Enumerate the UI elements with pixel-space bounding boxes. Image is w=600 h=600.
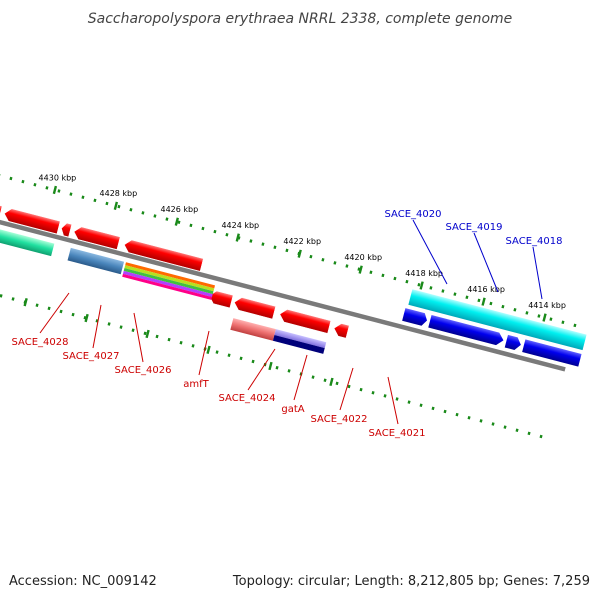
feature-band-salmon xyxy=(230,318,276,341)
major-tick xyxy=(174,217,179,226)
gene-label-sace-4026[interactable]: SACE_4026 xyxy=(115,365,172,376)
gene-arrow-sace-4019[interactable] xyxy=(428,314,505,347)
feature-band-cyan[interactable] xyxy=(408,289,587,351)
forward-strand xyxy=(402,289,587,367)
gene-arrow-sace-4028[interactable] xyxy=(0,195,3,220)
tick-label: 4424 kbp xyxy=(221,221,259,230)
gene-arrow-sace-4024[interactable] xyxy=(123,238,204,272)
genome-strip: 4430 kbp 4428 kbp 4426 kbp 4424 kbp 4422… xyxy=(0,173,587,440)
gene-label-sace-4019[interactable]: SACE_4019 xyxy=(446,222,503,233)
gene-label-sace-4024[interactable]: SACE_4024 xyxy=(219,393,276,404)
tick-label: 4414 kbp xyxy=(528,301,566,310)
inner-ruler-dots xyxy=(0,275,548,440)
major-tick xyxy=(542,313,547,322)
inner-major-tick xyxy=(206,345,211,355)
gene-label-sace-4021[interactable]: SACE_4021 xyxy=(369,428,426,439)
callout-line xyxy=(133,312,144,363)
callout-line xyxy=(532,246,543,300)
tick-label: 4428 kbp xyxy=(100,189,138,198)
map-title: Saccharopolyspora erythraea NRRL 2338, c… xyxy=(88,11,513,27)
genome-summary-text: Topology: circular; Length: 8,212,805 bp… xyxy=(232,574,590,589)
callout-line xyxy=(247,348,276,391)
callout-line xyxy=(387,376,399,425)
callout-line xyxy=(293,354,308,401)
gene-arrow-sace-4021-tail[interactable] xyxy=(332,322,350,339)
feature-band-navy xyxy=(272,334,325,354)
major-tick xyxy=(358,265,363,274)
gene-label-sace-4028[interactable]: SACE_4028 xyxy=(12,337,69,348)
major-tick xyxy=(235,233,240,242)
callout-line xyxy=(198,330,210,376)
feature-band-multicolor xyxy=(122,262,215,300)
genome-backbone xyxy=(0,205,566,372)
gene-arrow-sace-4026[interactable] xyxy=(60,222,73,238)
tick-label: 4422 kbp xyxy=(283,237,321,246)
tick-label: 4416 kbp xyxy=(467,285,505,294)
gene-label-sace-4027[interactable]: SACE_4027 xyxy=(63,351,120,362)
inner-ruler xyxy=(0,275,548,440)
gene-arrow-amft[interactable] xyxy=(72,225,121,250)
gene-label-amft[interactable]: amfT xyxy=(183,379,209,390)
callout-line xyxy=(339,367,354,411)
gene-label-sace-4020[interactable]: SACE_4020 xyxy=(385,209,442,220)
outer-ruler-dots xyxy=(0,173,577,328)
gene-label-sace-4022[interactable]: SACE_4022 xyxy=(311,414,368,425)
inner-major-tick xyxy=(268,361,273,371)
tick-label: 4426 kbp xyxy=(160,205,198,214)
inner-major-tick xyxy=(84,313,89,323)
gene-arrow-sace-4022[interactable] xyxy=(233,296,276,320)
feature-band-teal xyxy=(0,228,55,257)
inner-major-tick xyxy=(329,377,334,387)
callout-line xyxy=(412,219,448,285)
callout-line xyxy=(39,292,70,334)
tick-label: 4430 kbp xyxy=(39,173,77,182)
feature-band-navy xyxy=(274,329,327,349)
inner-major-tick xyxy=(23,298,28,307)
outer-ruler: 4430 kbp 4428 kbp 4426 kbp 4424 kbp 4422… xyxy=(0,173,577,328)
callout-line xyxy=(473,232,499,293)
accession-text: Accession: NC_009142 xyxy=(9,574,157,589)
major-tick xyxy=(419,281,424,290)
major-tick xyxy=(297,249,302,258)
tick-label: 4418 kbp xyxy=(405,269,443,278)
major-tick xyxy=(481,297,486,306)
gene-label-sace-4018[interactable]: SACE_4018 xyxy=(506,236,563,247)
gene-arrow-sace-4027[interactable] xyxy=(3,207,61,235)
gene-arrow-sace-4018[interactable] xyxy=(504,334,523,351)
callout-line xyxy=(92,304,102,349)
callout-lines xyxy=(39,219,543,425)
gene-label-gata[interactable]: gatA xyxy=(281,404,304,415)
gene-arrow-sace-4021[interactable] xyxy=(278,308,332,334)
major-tick xyxy=(52,185,58,195)
major-tick xyxy=(113,201,119,211)
gene-labels: SACE_4028 SACE_4027 SACE_4026 amfT SACE_… xyxy=(12,209,563,439)
feature-band-steel xyxy=(67,247,125,275)
inner-major-tick xyxy=(145,329,150,339)
reverse-strand xyxy=(0,195,350,354)
tick-label: 4420 kbp xyxy=(344,253,382,262)
gene-arrow-sace-4020[interactable] xyxy=(402,308,429,327)
gene-arrow-sace-4017[interactable] xyxy=(522,339,582,367)
